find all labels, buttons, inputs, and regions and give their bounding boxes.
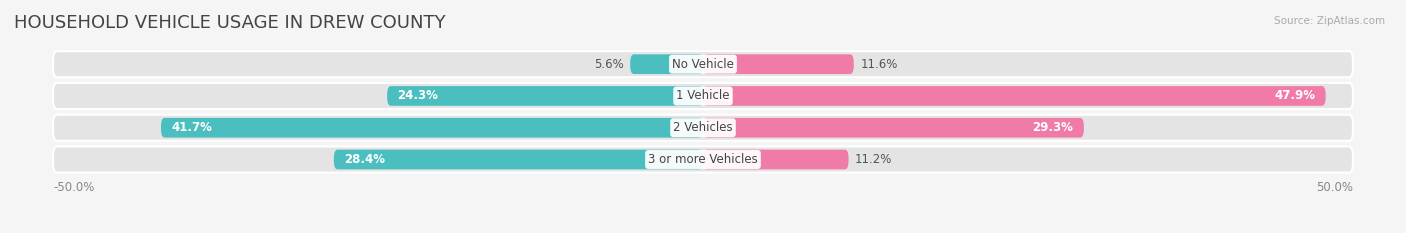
FancyBboxPatch shape xyxy=(53,83,1353,109)
Text: 50.0%: 50.0% xyxy=(1316,181,1353,194)
FancyBboxPatch shape xyxy=(703,118,1084,137)
FancyBboxPatch shape xyxy=(703,54,853,74)
Text: No Vehicle: No Vehicle xyxy=(672,58,734,71)
FancyBboxPatch shape xyxy=(703,150,849,169)
Text: 24.3%: 24.3% xyxy=(398,89,439,103)
Text: 47.9%: 47.9% xyxy=(1274,89,1315,103)
Text: 5.6%: 5.6% xyxy=(593,58,624,71)
Text: 28.4%: 28.4% xyxy=(344,153,385,166)
FancyBboxPatch shape xyxy=(630,54,703,74)
FancyBboxPatch shape xyxy=(53,147,1353,172)
Text: 1 Vehicle: 1 Vehicle xyxy=(676,89,730,103)
Text: 2 Vehicles: 2 Vehicles xyxy=(673,121,733,134)
Text: 3 or more Vehicles: 3 or more Vehicles xyxy=(648,153,758,166)
Text: 11.2%: 11.2% xyxy=(855,153,893,166)
Text: Source: ZipAtlas.com: Source: ZipAtlas.com xyxy=(1274,16,1385,26)
FancyBboxPatch shape xyxy=(160,118,703,137)
FancyBboxPatch shape xyxy=(703,86,1326,106)
FancyBboxPatch shape xyxy=(53,115,1353,141)
Text: 41.7%: 41.7% xyxy=(172,121,212,134)
Text: HOUSEHOLD VEHICLE USAGE IN DREW COUNTY: HOUSEHOLD VEHICLE USAGE IN DREW COUNTY xyxy=(14,14,446,32)
Text: 11.6%: 11.6% xyxy=(860,58,897,71)
Text: 29.3%: 29.3% xyxy=(1032,121,1073,134)
Text: -50.0%: -50.0% xyxy=(53,181,94,194)
FancyBboxPatch shape xyxy=(333,150,703,169)
FancyBboxPatch shape xyxy=(387,86,703,106)
FancyBboxPatch shape xyxy=(53,51,1353,77)
